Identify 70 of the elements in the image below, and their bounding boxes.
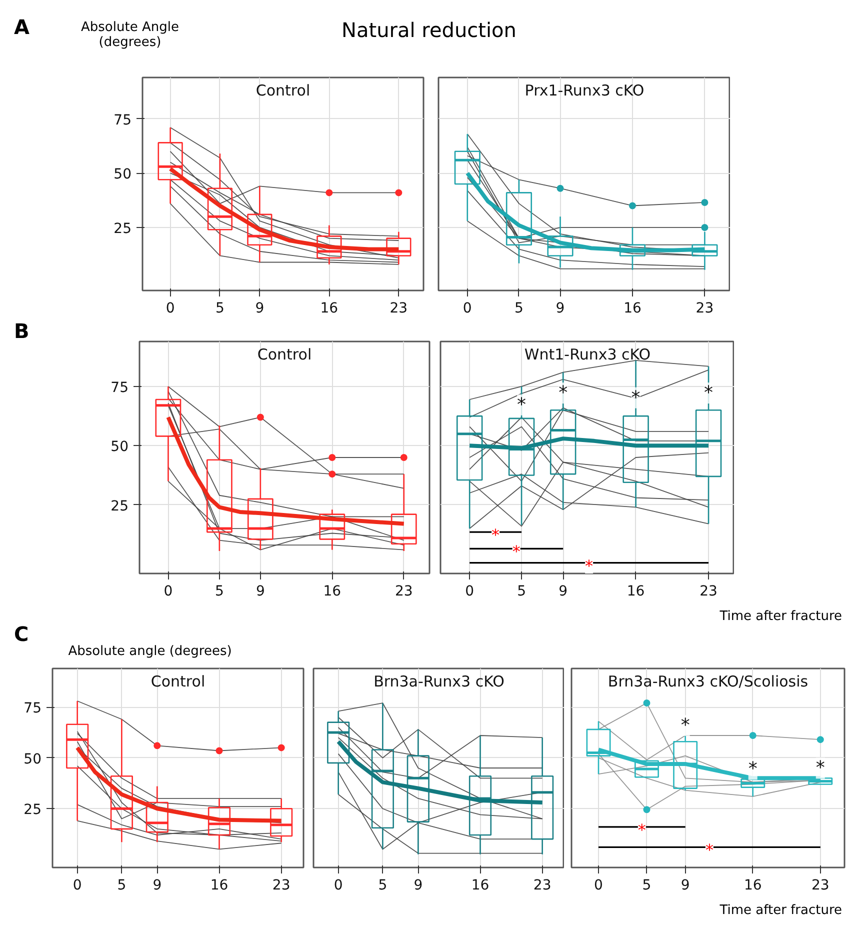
x-tick-label: 0 — [166, 300, 175, 316]
annotation: * — [748, 758, 758, 780]
annotation: * — [558, 382, 568, 404]
text: Natural reduction — [342, 18, 516, 42]
series-label: * — [512, 542, 520, 562]
x-tick-label: 16 — [320, 300, 338, 316]
y-tick-label: 75 — [24, 700, 42, 717]
y-tick-label: 25 — [24, 802, 42, 818]
series-label: * — [705, 840, 714, 860]
x-tick-label: 16 — [626, 584, 645, 600]
x-tick-label: 23 — [394, 584, 413, 600]
chart-title: Control — [257, 346, 312, 364]
x-tick-label: 9 — [414, 878, 423, 894]
x-tick-label: 23 — [390, 300, 408, 316]
x-tick-label: 0 — [594, 878, 603, 894]
text: C — [14, 622, 29, 646]
x-tick-label: 0 — [164, 584, 173, 600]
x-tick-label: 5 — [642, 878, 652, 894]
annotation: * — [517, 394, 526, 416]
x-tick-label: 5 — [514, 300, 524, 316]
annotation: * — [816, 758, 825, 779]
text: B — [14, 319, 30, 343]
y-tick-label: 25 — [114, 220, 132, 237]
x-tick-label: 23 — [700, 584, 718, 600]
x-tick-label: 16 — [624, 300, 642, 316]
y-axis-title: Absolute angle (degrees) — [68, 644, 232, 659]
y-tick-label: 50 — [24, 751, 42, 768]
x-tick-label: 5 — [517, 584, 526, 600]
y-axis-title: Absolute Angle (degrees) — [80, 20, 180, 50]
y-tick-label: 75 — [114, 112, 132, 128]
series-label: * — [638, 820, 646, 840]
annotation: * — [704, 382, 714, 404]
y-tick-label: 50 — [114, 166, 132, 183]
chart-title: Brn3a-Runx3 cKO — [374, 672, 504, 690]
chart-title: Wnt1-Runx3 cKO — [524, 346, 651, 364]
y-tick-label: 50 — [110, 439, 129, 456]
x-tick-label: 9 — [152, 878, 162, 894]
x-tick-label: 0 — [462, 300, 472, 316]
x-axis-title: Time after fracture — [720, 609, 842, 624]
x-tick-label: 23 — [811, 878, 830, 894]
chart-title: Brn3a-Runx3 cKO/Scoliosis — [608, 672, 808, 690]
x-tick-label: 5 — [117, 878, 126, 894]
x-tick-label: 16 — [323, 584, 342, 600]
y-tick-label: 75 — [110, 380, 129, 396]
annotation: * — [680, 715, 690, 736]
x-tick-label: 9 — [556, 300, 565, 316]
text: A — [14, 15, 30, 39]
x-tick-label: 5 — [215, 300, 224, 316]
x-tick-label: 16 — [471, 878, 490, 894]
x-tick-label: 9 — [255, 300, 264, 316]
x-axis-title: Time after fracture — [718, 903, 843, 918]
x-tick-label: 16 — [744, 878, 762, 894]
x-tick-label: 23 — [696, 300, 714, 316]
series-label: * — [585, 556, 594, 576]
chart-title: Prx1-Runx3 cKO — [524, 82, 644, 100]
x-tick-label: 16 — [210, 878, 228, 894]
chart-title: Control — [256, 82, 310, 100]
x-tick-label: 9 — [256, 584, 265, 600]
x-tick-label: 9 — [680, 878, 690, 894]
x-tick-label: 23 — [272, 878, 290, 894]
x-tick-label: 0 — [334, 878, 343, 894]
x-tick-label: 5 — [378, 878, 388, 894]
y-tick-label: 25 — [110, 498, 129, 514]
x-tick-label: 0 — [72, 878, 82, 894]
series-label: * — [492, 526, 500, 545]
x-tick-label: 5 — [214, 584, 224, 600]
chart-title: Control — [150, 672, 206, 690]
x-tick-label: 23 — [533, 878, 552, 894]
x-tick-label: 0 — [465, 584, 474, 600]
x-tick-label: 9 — [558, 584, 568, 600]
